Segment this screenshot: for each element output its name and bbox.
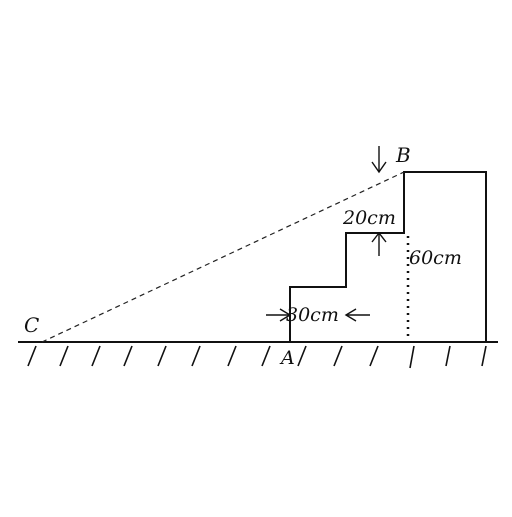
point-label-c: C [24, 313, 39, 337]
staircase-outline [289, 171, 487, 342]
step-width-arrows [266, 308, 370, 322]
step-width-label: 30cm [286, 304, 339, 326]
step-height-arrows [371, 146, 387, 256]
line-cb [41, 171, 405, 343]
step-height-label: 20cm [342, 207, 396, 229]
total-height-label: 60cm [409, 247, 462, 269]
point-label-b: B [395, 143, 411, 167]
ground-hatching [27, 345, 487, 369]
point-label-a: A [279, 347, 295, 369]
